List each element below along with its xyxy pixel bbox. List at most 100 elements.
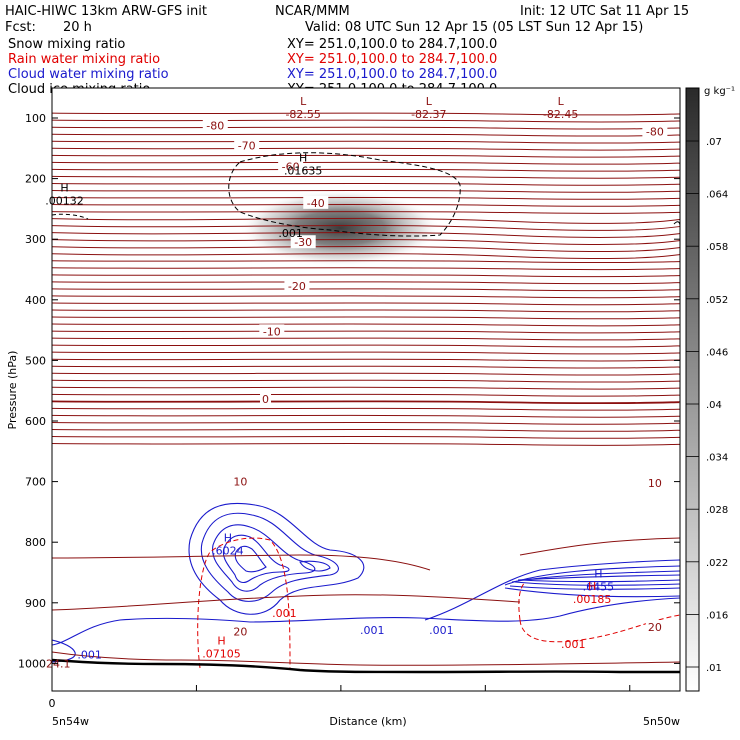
temperature-contour <box>52 253 680 259</box>
temperature-contour-label: -40 <box>307 197 325 210</box>
contour-label-bg <box>645 620 664 634</box>
temperature-contour <box>52 295 680 299</box>
temperature-contour <box>52 182 680 186</box>
contour-label-bg <box>642 124 668 138</box>
x-axis: 0 5n54w Distance (km) 5n50w <box>49 685 680 728</box>
cloud-ice-contour <box>228 152 461 237</box>
temperature-contour-label: -70 <box>238 139 256 152</box>
temperature-contour-label: 0 <box>262 393 269 406</box>
temperature-contour-label: -80 <box>206 119 224 132</box>
colorbar-label: .064 <box>706 190 728 201</box>
temperature-contour <box>52 316 680 320</box>
y-tick-label: 700 <box>25 476 46 489</box>
temperature-contour <box>52 238 680 245</box>
y-tick-label: 300 <box>25 233 46 246</box>
extremum-marker: L <box>558 95 565 108</box>
colorbar-label: .058 <box>706 242 728 253</box>
field-xy-snow: XY= 251.0,100.0 to 284.7,100.0 <box>287 37 497 52</box>
temperature-contour <box>52 224 680 231</box>
temperature-contour <box>52 302 680 306</box>
y-tick-label: 500 <box>25 354 46 367</box>
temperature-contour-label: -80 <box>646 125 664 138</box>
extremum-marker: L <box>300 95 307 108</box>
fcst-value: 20 h <box>63 20 92 35</box>
contour-label-bg <box>278 159 304 173</box>
y-tick-label: 900 <box>25 597 46 610</box>
contour-label-bg <box>234 138 260 152</box>
temperature-contour-label: 10 <box>648 477 662 490</box>
x-axis-title: Distance (km) <box>329 715 406 728</box>
init-label: Init: 12 UTC Sat 11 Apr 15 <box>520 4 689 19</box>
temperature-contour <box>52 379 680 383</box>
temperature-contour <box>52 344 680 348</box>
temperature-contour <box>52 400 680 405</box>
temperature-contour <box>52 393 680 397</box>
temperature-contour <box>52 231 680 238</box>
temperature-contour <box>52 442 680 446</box>
extremum-value: .07105 <box>202 647 241 660</box>
temperature-contour-label: 10 <box>233 476 247 489</box>
contour-label-bg <box>259 324 285 338</box>
temperature-contour-label: 20 <box>233 625 247 638</box>
temperature-contour <box>52 288 680 292</box>
temperature-contour <box>52 330 680 334</box>
header: HAIC-HIWC 13km ARW-GFS init NCAR/MMM Ini… <box>5 4 689 97</box>
temperature-contour <box>52 274 680 278</box>
extremum-value: .00185 <box>573 593 612 606</box>
extremum-value: -82.55 <box>285 108 320 121</box>
y-tick-label: 800 <box>25 536 46 549</box>
extremum-value: .00132 <box>45 195 84 208</box>
extremum-value: .6455 <box>583 581 615 594</box>
contour-label-bg <box>260 392 272 406</box>
temperature-contour <box>52 189 680 193</box>
temperature-contour-label: -30 <box>294 236 312 249</box>
model-title: HAIC-HIWC 13km ARW-GFS init <box>5 4 207 19</box>
org-label: NCAR/MMM <box>275 4 350 19</box>
extremum-value: -82.37 <box>411 108 446 121</box>
temperature-contour <box>52 147 680 151</box>
temperature-contour-label: -60 <box>282 160 300 173</box>
contour-value-label: .001 <box>77 648 102 661</box>
contour-value-label: .001 <box>561 638 586 651</box>
colorbar-label: .034 <box>706 453 728 464</box>
temperature-contour <box>52 407 680 411</box>
temperature-contour <box>52 267 680 271</box>
temperature-contour <box>52 372 680 376</box>
temperature-contour <box>52 351 680 355</box>
temperature-contour <box>52 260 680 264</box>
contour-label-bg <box>284 278 310 292</box>
field-xy-cloud-water: XY= 251.0,100.0 to 284.7,100.0 <box>287 67 497 82</box>
colorbar-unit: g kg⁻¹ <box>704 86 735 97</box>
y-tick-label: 1000 <box>18 657 46 670</box>
extremum-marker: H <box>60 182 68 195</box>
temperature-contour <box>52 196 680 200</box>
temperature-contour-surface <box>52 651 680 666</box>
extremum-value: .01635 <box>284 164 323 177</box>
extremum-marker: L <box>426 95 433 108</box>
temperature-contour-low-3 <box>519 537 680 556</box>
temperature-contour <box>52 323 680 327</box>
colorbar: .07 .064 .058 .052 .046 .04 .034 .028 .022 .016 .0… <box>685 86 735 692</box>
temperature-contour <box>52 154 680 158</box>
field-name-rain: Rain water mixing ratio <box>8 52 160 67</box>
valid-label: Valid: 08 UTC Sun 12 Apr 15 (05 LST Sun … <box>305 20 643 35</box>
temperature-contour <box>52 358 680 362</box>
contour-label-bg <box>303 195 329 209</box>
temperature-contour <box>52 210 680 214</box>
contour-value-label: .001 <box>272 607 297 620</box>
contour-value-label: 24.1 <box>46 657 71 670</box>
temperature-contour <box>52 337 680 341</box>
colorbar-label: .04 <box>706 400 722 411</box>
temperature-contour <box>52 421 680 425</box>
y-tick-label: 200 <box>25 173 46 186</box>
temperature-contour <box>52 112 680 116</box>
temperature-contour <box>52 246 680 252</box>
contour-value-label: .001 <box>360 624 385 637</box>
terrain-line <box>52 658 680 674</box>
temperature-contour <box>52 119 680 123</box>
temperature-contour <box>52 414 680 418</box>
